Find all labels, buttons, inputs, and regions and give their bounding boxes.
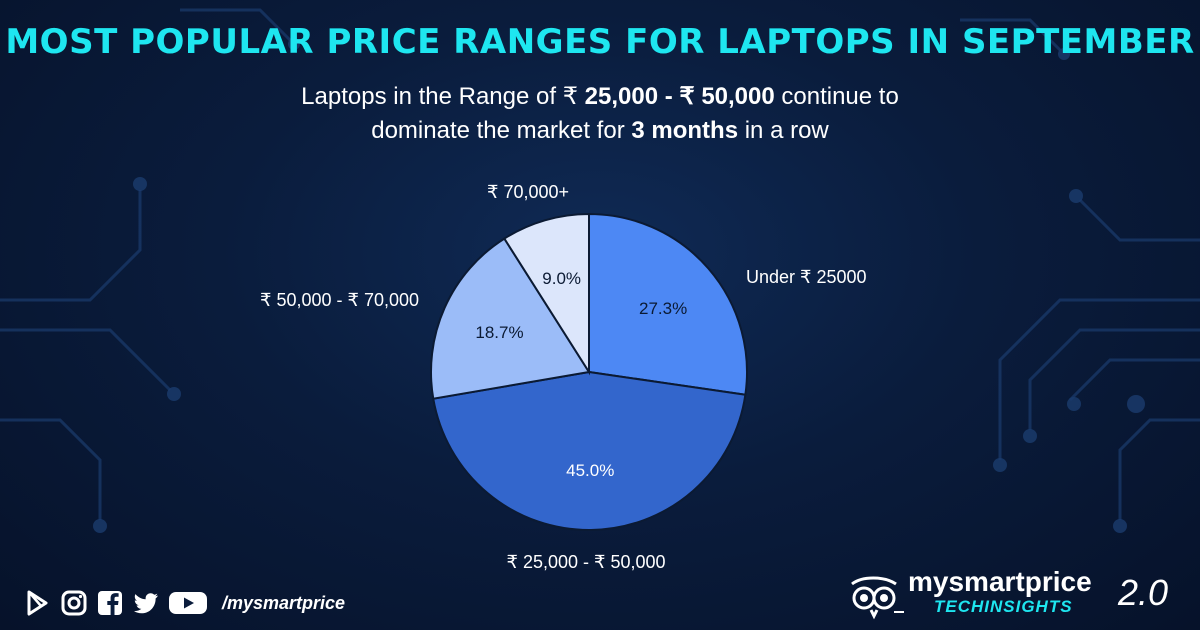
brand-subtitle: TECHINSIGHTS [934,597,1073,616]
category-label: ₹ 50,000 - ₹ 70,000 [260,290,419,310]
category-label: ₹ 70,000+ [487,182,569,202]
subtitle-line-2: dominate the market for 3 months in a ro… [0,114,1200,148]
subtitle-text: Laptops in the Range of ₹ [301,83,585,110]
subtitle-text: continue to [774,83,899,110]
youtube-icon[interactable] [168,589,208,617]
slice-value-label: 18.7% [475,323,523,342]
subtitle-text: in a row [738,117,829,144]
subtitle-line-1: Laptops in the Range of ₹ 25,000 - ₹ 50,… [0,80,1200,114]
brand-logo-block: mysmartprice TECHINSIGHTS 2.0 [846,566,1176,622]
pie-slice [432,370,747,531]
slice-value-label: 27.3% [639,299,687,318]
pie-slice [588,212,748,396]
social-handle[interactable]: /mysmartprice [222,592,346,613]
facebook-icon[interactable] [96,589,124,617]
slice-value-label: 9.0% [542,269,581,288]
pie-slice [430,237,591,400]
category-label: Under ₹ 25000 [746,267,867,287]
twitter-icon[interactable] [132,589,160,617]
category-label: ₹ 25,000 - ₹ 50,000 [506,552,665,572]
subtitle-highlight-months: 3 months [631,117,739,144]
subtitle-text: dominate the market for [371,117,632,144]
social-links: /mysmartprice [24,588,345,618]
pie-slice [502,212,590,376]
instagram-icon[interactable] [60,589,88,617]
page-title: MOST POPULAR PRICE RANGES FOR LAPTOPS IN… [5,22,1195,62]
subtitle: Laptops in the Range of ₹ 25,000 - ₹ 50,… [0,80,1200,148]
brand-version: 2.0 [1118,572,1169,613]
play-store-icon[interactable] [24,589,52,617]
subtitle-highlight-range: 25,000 - ₹ 50,000 [584,83,775,110]
brand-name: mysmartprice [908,566,1092,597]
slice-value-label: 45.0% [566,461,614,480]
owl-logo-icon [851,576,904,620]
